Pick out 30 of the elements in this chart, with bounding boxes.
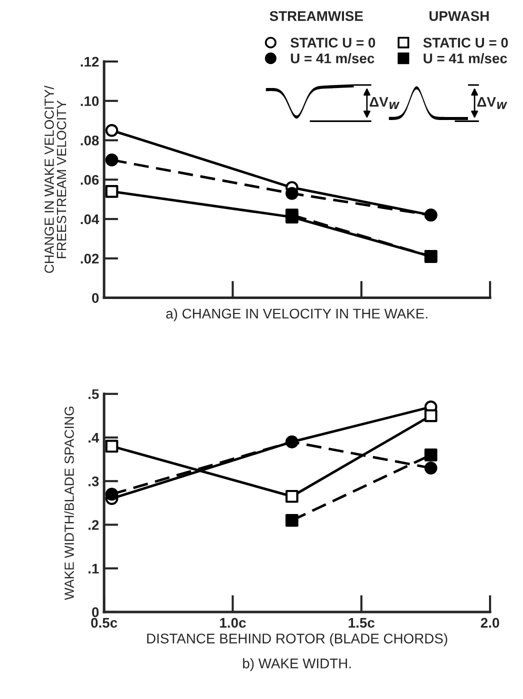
legend-label: STATIC U = 0 — [290, 38, 376, 48]
y-tick-label: .04 — [80, 214, 100, 224]
y-tick-label: .2 — [88, 520, 99, 530]
y-tick-label: .02 — [80, 254, 99, 264]
x-tick-label: 0.5c — [91, 618, 118, 628]
text: b) WAKE WIDTH. — [243, 658, 351, 672]
x-tick-label: 1.0c — [220, 618, 246, 628]
y-tick-label: .12 — [80, 56, 99, 67]
text: UPWASH — [430, 11, 489, 21]
y-tick-label: .4 — [88, 432, 100, 443]
y-tick-label: .06 — [80, 174, 99, 185]
legend-label: U = 41 m/sec — [424, 53, 508, 64]
y-axis-title: CHANGE IN WAKE VELOCITY/ FREESTREAM VELOCITY — [44, 86, 66, 273]
y-axis-title: WAKE WIDTH/BLADE SPACING — [64, 406, 74, 600]
text: STREAMWISE — [270, 11, 363, 21]
y-tick-label: .5 — [88, 389, 99, 400]
y-tick-label: .3 — [88, 476, 99, 486]
text: a) CHANGE IN VELOCITY IN THE WAKE. — [166, 308, 428, 322]
y-tick-label: .1 — [88, 564, 99, 574]
annotation: ΔV$_{W}$ — [477, 97, 508, 109]
annotation: ΔV$_{W}$ — [370, 97, 400, 109]
x-axis-title: DISTANCE BEHIND ROTOR (BLADE CHORDS) — [147, 633, 448, 646]
legend-label: STATIC U = 0 — [423, 38, 508, 48]
y-tick-label: 0 — [92, 293, 99, 303]
legend-label: U = 41 m/sec — [290, 53, 374, 64]
y-tick-label: .08 — [80, 136, 99, 146]
x-tick-label: 1.5c — [348, 618, 375, 628]
y-tick-label: .10 — [80, 96, 99, 106]
y-tick-label: 0 — [92, 607, 99, 618]
x-tick-label: 2.0 — [480, 618, 500, 628]
